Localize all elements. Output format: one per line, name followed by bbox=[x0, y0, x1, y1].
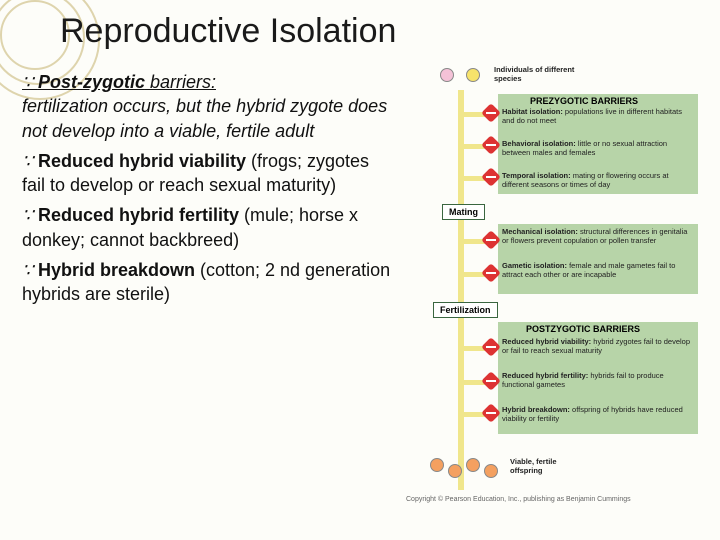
postzygotic-item: Reduced hybrid fertility: hybrids fail t… bbox=[502, 372, 694, 389]
diagram-path bbox=[458, 90, 464, 490]
prezygotic-item: Behavioral isolation: little or no sexua… bbox=[502, 140, 694, 157]
postmating-item: Mechanical isolation: structural differe… bbox=[502, 228, 694, 245]
body-text: ∵ Post-zygotic barriers:fertilization oc… bbox=[22, 70, 392, 313]
postzygotic-item: Reduced hybrid viability: hybrid zygotes… bbox=[502, 338, 694, 355]
bullet-item: ∵ Reduced hybrid fertility (mule; horse … bbox=[22, 203, 392, 252]
prezygotic-item: Temporal isolation: mating or flowering … bbox=[502, 172, 694, 189]
bullet-item: ∵ Post-zygotic barriers:fertilization oc… bbox=[22, 70, 392, 143]
prezygotic-heading: PREZYGOTIC BARRIERS bbox=[530, 96, 638, 106]
top-species-label: Individuals of different species bbox=[494, 66, 584, 83]
prezygotic-item: Habitat isolation: populations live in d… bbox=[502, 108, 694, 125]
bullet-item: ∵ Reduced hybrid viability (frogs; zygot… bbox=[22, 149, 392, 198]
species-a-icon bbox=[440, 68, 454, 82]
offspring-icon bbox=[448, 464, 462, 478]
copyright-text: Copyright © Pearson Education, Inc., pub… bbox=[406, 496, 631, 503]
species-b-icon bbox=[466, 68, 480, 82]
mating-label: Mating bbox=[442, 204, 485, 220]
postzygotic-item: Hybrid breakdown: offspring of hybrids h… bbox=[502, 406, 694, 423]
offspring-icon bbox=[466, 458, 480, 472]
page-title: Reproductive Isolation bbox=[60, 12, 396, 51]
offspring-icon bbox=[430, 458, 444, 472]
offspring-label: Viable, fertile offspring bbox=[510, 458, 590, 475]
postmating-item: Gametic isolation: female and male gamet… bbox=[502, 262, 694, 279]
isolation-diagram: Individuals of different species PREZYGO… bbox=[400, 64, 710, 524]
offspring-icon bbox=[484, 464, 498, 478]
bullet-item: ∵ Hybrid breakdown (cotton; 2 nd generat… bbox=[22, 258, 392, 307]
fertilization-label: Fertilization bbox=[433, 302, 498, 318]
postzygotic-heading: POSTZYGOTIC BARRIERS bbox=[526, 324, 640, 334]
